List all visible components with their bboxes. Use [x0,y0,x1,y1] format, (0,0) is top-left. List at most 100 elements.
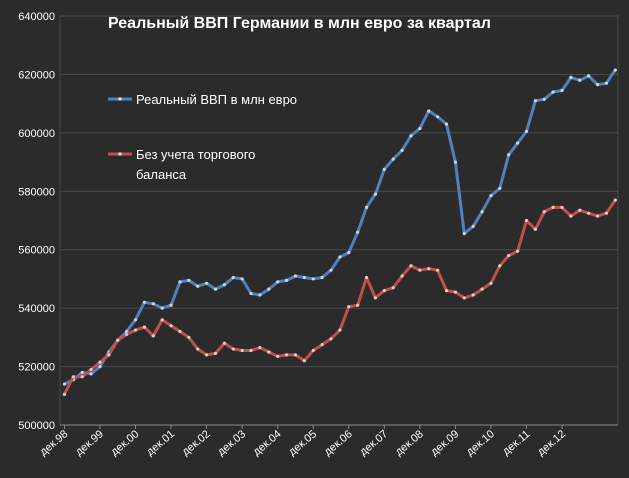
legend-marker [118,97,122,101]
data-point [587,74,591,78]
data-point [320,275,324,280]
data-point [240,348,244,353]
data-point [498,264,502,268]
data-point [453,290,457,294]
data-point [453,160,457,164]
plot-area [59,15,619,426]
data-point [391,286,395,290]
data-point [462,232,466,236]
data-point [489,281,493,285]
data-point [311,277,315,281]
data-point [107,353,111,357]
data-point [578,78,582,82]
data-point [125,332,129,337]
data-point [444,289,449,293]
data-point [338,255,342,259]
axes: 500000 520000 540000 560000 580000 600000 6200… [18,11,618,458]
data-point [205,281,209,285]
data-point [551,205,555,209]
x-tick-label: дек.01 [144,428,177,458]
data-point [125,329,129,334]
data-point [418,126,422,131]
y-tick-label: 580000 [18,186,55,198]
data-point [391,157,395,161]
legend-marker [118,152,122,156]
data-point [293,353,298,357]
data-point [524,129,529,133]
data-point [462,296,466,300]
data-point [320,343,324,347]
data-point [409,264,413,268]
data-point [311,348,315,353]
data-point [284,278,289,282]
data-point [133,318,138,322]
data-point [178,329,182,334]
legend-label: Без учета торгового баланса [136,147,255,182]
data-point [569,214,573,218]
x-tick-label: дек.03 [215,428,248,458]
x-tick-label: дек.08 [393,428,426,458]
data-point [98,360,102,364]
data-point [249,291,253,296]
data-point [276,354,280,358]
data-point [142,325,147,329]
x-tick-label: дек.10 [464,428,497,458]
data-point [62,392,67,396]
data-point [178,280,182,284]
data-point [373,296,378,300]
data-point [427,267,431,271]
data-point [382,289,386,293]
data-point [302,359,306,363]
data-point [80,370,84,375]
x-tick-label: дек.05 [286,428,319,458]
data-point [116,338,120,342]
data-point [418,268,422,272]
data-point [284,353,289,357]
data-point [187,335,191,339]
data-point [489,194,493,198]
data-point [213,287,218,291]
legend: Реальный ВВП в млн евро Без учета торгово… [108,92,297,182]
data-point [613,68,617,72]
data-point [400,148,404,152]
series [62,68,617,396]
data-point [533,99,537,103]
data-point [267,350,271,354]
x-tick-label: дек.12 [535,428,568,458]
data-point [480,210,484,214]
data-point [231,347,235,351]
data-point [604,81,609,85]
data-point [560,205,564,209]
x-tick-label: дек.09 [429,428,462,458]
chart-title: Реальный ВВП Германии в млн евро за квар… [108,15,491,32]
data-point [471,224,475,228]
x-tick-label: дек.99 [73,428,106,458]
data-point [595,214,600,218]
data-point [515,249,520,253]
data-point [302,275,306,280]
data-point [356,230,360,234]
data-point [382,167,386,171]
data-point [151,334,155,338]
y-tick-label: 500000 [18,420,55,432]
y-tick-label: 560000 [18,245,55,257]
data-point [347,251,351,255]
data-point [62,382,67,386]
data-point [240,277,244,281]
data-point [587,211,591,215]
x-tick-label: дек.00 [109,428,142,458]
data-point [471,293,475,297]
series-line [62,198,617,396]
data-point [595,83,600,87]
data-point [98,364,102,369]
data-point [231,275,235,280]
data-point [160,318,164,322]
data-point [507,153,511,157]
data-point [436,268,440,272]
data-point [338,328,342,332]
x-tick-label: дек.98 [38,428,71,458]
data-point [364,205,369,209]
data-point [71,375,75,379]
data-point [524,218,529,223]
data-point [196,347,200,351]
